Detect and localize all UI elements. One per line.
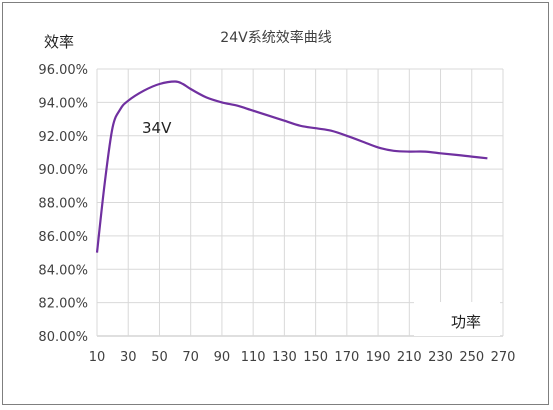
- x-tick-label: 270: [491, 350, 516, 365]
- y-tick-label: 92.00%: [38, 130, 88, 145]
- x-tick-label: 30: [120, 350, 137, 365]
- x-axis-label-bg: [414, 302, 500, 336]
- x-tick-label: 150: [303, 350, 328, 365]
- x-tick-label: 210: [397, 350, 422, 365]
- y-tick-label: 82.00%: [38, 297, 88, 312]
- series-layer: [95, 80, 488, 253]
- y-tick-label: 86.00%: [38, 230, 88, 245]
- x-tick-label: 130: [272, 350, 297, 365]
- x-tick-label: 230: [428, 350, 453, 365]
- chart-title: 24V系统效率曲线: [220, 29, 331, 46]
- x-tick-label: 170: [334, 350, 359, 365]
- series-line-34v: [95, 80, 488, 253]
- y-tick-label: 84.00%: [38, 263, 88, 278]
- x-tick-label: 70: [182, 350, 199, 365]
- x-tick-label: 90: [214, 350, 231, 365]
- y-tick-label: 94.00%: [38, 96, 88, 111]
- y-tick-label: 80.00%: [38, 330, 88, 345]
- gridlines: [96, 68, 504, 337]
- x-tick-label: 110: [241, 350, 266, 365]
- x-tick-label: 250: [459, 350, 484, 365]
- y-tick-label: 90.00%: [38, 163, 88, 178]
- y-axis-ticks: 80.00% 82.00% 84.00% 86.00% 88.00% 90.00% 92.0…: [38, 63, 88, 345]
- x-axis-ticks: 10 30 50 70 90 110 130 150 170 190 210 230 250 270: [89, 350, 516, 365]
- x-tick-label: 50: [151, 350, 168, 365]
- x-tick-label: 10: [89, 350, 106, 365]
- y-axis-label: 效率: [44, 33, 74, 51]
- x-axis-label: 功率: [451, 313, 481, 331]
- y-tick-label: 96.00%: [38, 63, 88, 78]
- x-tick-label: 190: [366, 350, 391, 365]
- y-tick-label: 88.00%: [38, 197, 88, 212]
- series-label-34v: 34V: [142, 119, 172, 137]
